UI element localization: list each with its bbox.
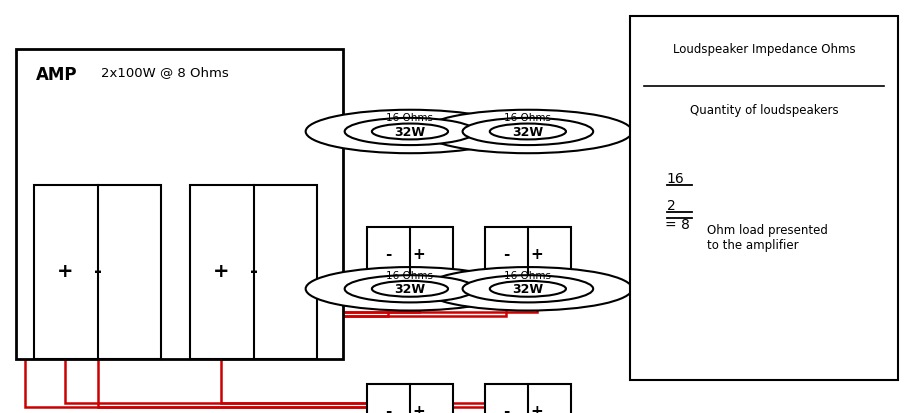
Text: -: -: [250, 261, 258, 280]
Text: 16 Ohms: 16 Ohms: [504, 270, 551, 280]
Text: 32W: 32W: [395, 282, 425, 296]
Text: 16 Ohms: 16 Ohms: [386, 270, 434, 280]
Ellipse shape: [463, 275, 593, 303]
Ellipse shape: [306, 111, 514, 154]
Text: -: -: [94, 261, 102, 280]
Ellipse shape: [345, 275, 475, 303]
Ellipse shape: [424, 111, 632, 154]
FancyBboxPatch shape: [367, 227, 453, 281]
Text: 32W: 32W: [512, 126, 543, 139]
Text: +: +: [57, 261, 73, 280]
Text: 16: 16: [667, 172, 685, 186]
FancyBboxPatch shape: [190, 186, 317, 359]
Text: 16 Ohms: 16 Ohms: [504, 113, 551, 123]
Text: 16 Ohms: 16 Ohms: [386, 113, 434, 123]
Ellipse shape: [306, 268, 514, 311]
FancyBboxPatch shape: [630, 17, 898, 380]
Text: Ohm load presented
to the amplifier: Ohm load presented to the amplifier: [707, 223, 828, 251]
Text: +: +: [531, 404, 543, 413]
Text: 2: 2: [667, 199, 676, 213]
Text: +: +: [531, 247, 543, 261]
Text: AMP: AMP: [36, 66, 78, 84]
Text: = 8: = 8: [665, 217, 689, 231]
Text: -: -: [502, 247, 510, 261]
Text: +: +: [413, 404, 425, 413]
Text: -: -: [385, 247, 392, 261]
Text: 2x100W @ 8 Ohms: 2x100W @ 8 Ohms: [101, 66, 229, 79]
Ellipse shape: [490, 124, 566, 140]
FancyBboxPatch shape: [367, 384, 453, 413]
Text: -: -: [502, 404, 510, 413]
FancyBboxPatch shape: [485, 384, 571, 413]
Ellipse shape: [372, 124, 448, 140]
Ellipse shape: [424, 268, 632, 311]
Ellipse shape: [490, 281, 566, 297]
FancyBboxPatch shape: [16, 50, 343, 359]
FancyBboxPatch shape: [485, 227, 571, 281]
FancyBboxPatch shape: [34, 186, 161, 359]
Text: 32W: 32W: [395, 126, 425, 139]
Text: +: +: [413, 247, 425, 261]
Text: -: -: [385, 404, 392, 413]
Ellipse shape: [463, 119, 593, 146]
Text: Quantity of loudspeakers: Quantity of loudspeakers: [690, 103, 838, 116]
Text: Loudspeaker Impedance Ohms: Loudspeaker Impedance Ohms: [673, 43, 855, 56]
Text: +: +: [213, 261, 229, 280]
Ellipse shape: [372, 281, 448, 297]
Text: 32W: 32W: [512, 282, 543, 296]
Ellipse shape: [345, 119, 475, 146]
